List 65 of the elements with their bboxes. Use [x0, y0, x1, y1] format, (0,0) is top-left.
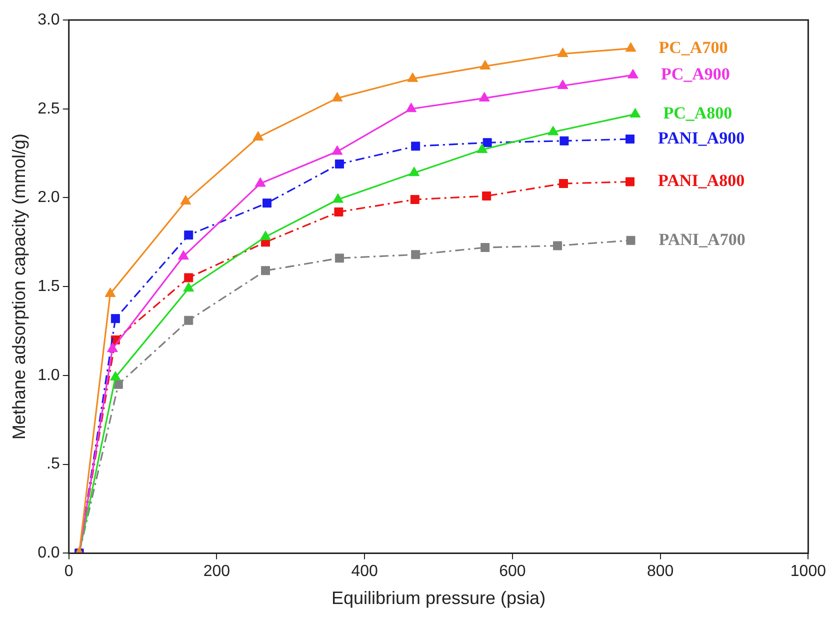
series-label: PC_A700 [658, 38, 728, 57]
point [557, 80, 568, 90]
series-label: PC_A900 [660, 64, 730, 84]
y-axis-title: Methane adsorption capacity (mmol/g) [8, 134, 29, 440]
point [260, 230, 271, 240]
point [557, 48, 568, 58]
point [184, 316, 194, 325]
point [548, 126, 559, 136]
point [107, 342, 118, 352]
point [407, 72, 418, 82]
point [110, 314, 120, 324]
point [411, 142, 420, 151]
x-axis-title: Equilibrium pressure (psia) [331, 588, 546, 608]
y-tick-label: 1.0 [38, 366, 60, 384]
point [254, 177, 266, 187]
point [332, 92, 343, 102]
point [482, 191, 492, 200]
series-label: PANI_A900 [658, 128, 745, 148]
x-tick-label: 200 [203, 563, 230, 580]
point [560, 136, 569, 146]
point [480, 243, 490, 252]
point [180, 195, 192, 205]
point [104, 287, 116, 297]
series-label: PANI_A800 [658, 171, 745, 190]
point [553, 241, 562, 250]
point [558, 179, 568, 188]
point [334, 159, 344, 168]
point [480, 60, 491, 70]
point [261, 266, 270, 276]
series-label: PANI_A700 [658, 230, 746, 249]
point [476, 143, 488, 153]
point [626, 177, 635, 186]
x-tick-label: 400 [351, 563, 378, 580]
point [408, 166, 420, 176]
point [628, 68, 638, 78]
point [411, 250, 420, 260]
x-tick-label: 0 [64, 563, 74, 580]
x-tick-label: 600 [499, 563, 526, 580]
point [482, 138, 492, 148]
point [626, 236, 636, 245]
point [184, 230, 194, 240]
point [184, 273, 194, 282]
point [334, 254, 344, 263]
point [252, 131, 264, 141]
point [183, 282, 194, 292]
point [332, 145, 343, 155]
series-label: PC_A800 [663, 104, 732, 123]
y-tick-label: 2.5 [38, 100, 60, 118]
point [625, 42, 636, 52]
point [478, 92, 490, 102]
y-tick-label: 2.0 [38, 189, 60, 206]
y-tick-label: 0.0 [38, 544, 60, 562]
point [626, 134, 635, 144]
y-tick-label: .5 [46, 456, 60, 473]
y-tick-label: 1.5 [38, 278, 60, 296]
y-tick-label: 3.0 [38, 11, 60, 28]
point [410, 195, 420, 204]
point [334, 207, 344, 216]
x-tick-label: 1000 [790, 563, 826, 580]
point [332, 193, 344, 203]
point [630, 108, 641, 118]
point [178, 250, 189, 260]
point [406, 102, 417, 112]
x-tick-label: 800 [646, 563, 674, 580]
point [262, 198, 272, 208]
